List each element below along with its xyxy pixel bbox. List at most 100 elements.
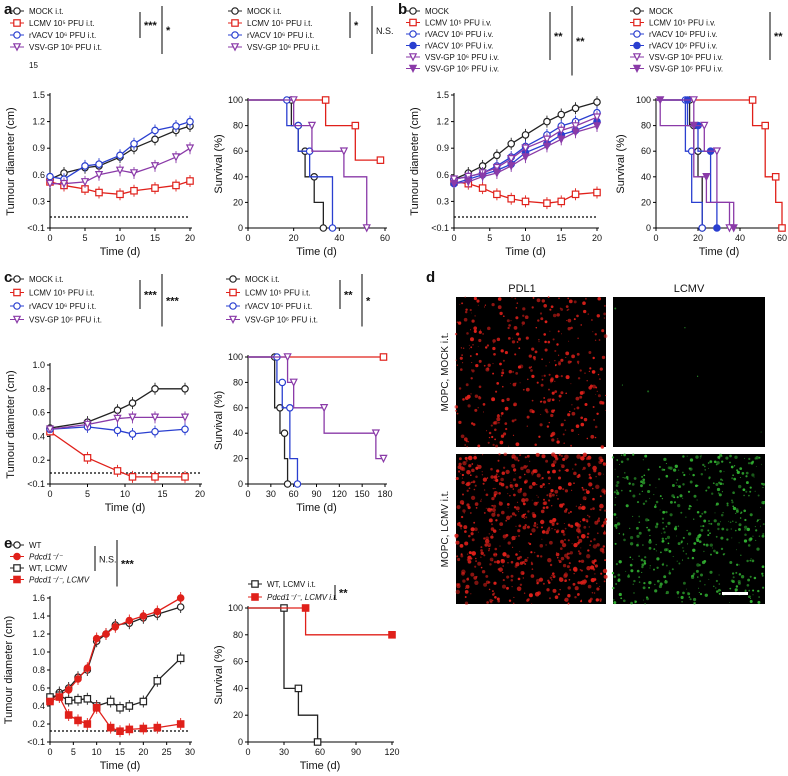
fluorescence-speck bbox=[496, 337, 501, 342]
fluorescence-speck bbox=[696, 375, 699, 377]
fluorescence-speck bbox=[648, 484, 651, 486]
fluorescence-speck bbox=[565, 508, 568, 511]
fluorescence-speck bbox=[564, 454, 569, 460]
fluorescence-speck bbox=[661, 498, 664, 500]
fluorescence-speck bbox=[549, 540, 553, 545]
fluorescence-speck bbox=[478, 338, 482, 343]
data-point bbox=[128, 413, 137, 422]
legend-swatch-marker bbox=[633, 7, 641, 15]
fluorescence-speck bbox=[710, 522, 713, 525]
fluorescence-speck bbox=[461, 480, 465, 485]
fluorescence-speck bbox=[613, 599, 615, 601]
chart-e_growth: 0 5 10 15 20 25 30<0.10.20.40.60.81.01.21.41.6… bbox=[3, 540, 195, 772]
fluorescence-speck bbox=[546, 527, 551, 532]
fluorescence-speck bbox=[582, 466, 586, 470]
series-wt-lcmv bbox=[46, 652, 185, 714]
fluorescence-speck bbox=[716, 590, 719, 593]
fluorescence-speck bbox=[483, 582, 488, 587]
fluorescence-speck bbox=[643, 474, 646, 477]
fluorescence-speck bbox=[476, 299, 480, 303]
fluorescence-speck bbox=[548, 482, 550, 485]
fluorescence-speck bbox=[496, 469, 500, 473]
fluorescence-speck bbox=[747, 462, 751, 465]
fluorescence-speck bbox=[556, 440, 560, 444]
legend-note: 15 bbox=[29, 61, 38, 70]
fluorescence-speck bbox=[665, 510, 668, 514]
fluorescence-speck bbox=[539, 312, 543, 315]
fluorescence-speck bbox=[472, 480, 476, 484]
fluorescence-speck bbox=[649, 564, 652, 567]
fluorescence-speck bbox=[558, 469, 561, 472]
y-tick-label: 1.0 bbox=[32, 360, 45, 370]
fluorescence-speck bbox=[525, 468, 531, 474]
fluorescence-speck bbox=[629, 535, 634, 540]
fluorescence-speck bbox=[471, 551, 476, 556]
fluorescence-speck bbox=[584, 492, 586, 494]
fluorescence-speck bbox=[648, 546, 652, 550]
fluorescence-speck bbox=[681, 540, 684, 543]
x-axis-label: Time (d) bbox=[100, 760, 141, 772]
fluorescence-speck bbox=[524, 558, 528, 563]
legend-swatch-marker bbox=[633, 30, 641, 38]
data-point bbox=[113, 406, 122, 415]
fluorescence-speck bbox=[455, 589, 461, 595]
fluorescence-speck bbox=[583, 525, 587, 529]
data-point bbox=[180, 413, 190, 422]
fluorescence-speck bbox=[601, 524, 605, 528]
fluorescence-speck bbox=[548, 526, 551, 529]
fluorescence-speck bbox=[638, 555, 640, 557]
fluorescence-speck bbox=[464, 530, 467, 533]
fluorescence-speck bbox=[641, 475, 644, 478]
y-tick-label: 0.6 bbox=[436, 170, 449, 180]
fluorescence-speck bbox=[663, 548, 668, 552]
fluorescence-speck bbox=[720, 536, 724, 540]
fluorescence-speck bbox=[735, 571, 738, 574]
fluorescence-speck bbox=[573, 300, 577, 304]
fluorescence-speck bbox=[491, 496, 495, 501]
sig-marker: ** bbox=[344, 290, 353, 302]
data-point bbox=[592, 113, 602, 122]
data-point bbox=[150, 162, 160, 171]
micrograph-mock-lcmv bbox=[613, 297, 765, 447]
fluorescence-speck bbox=[624, 477, 626, 479]
fluorescence-speck bbox=[597, 517, 601, 520]
fluorescence-speck bbox=[643, 581, 646, 585]
fluorescence-speck bbox=[475, 475, 478, 479]
fluorescence-speck bbox=[548, 388, 550, 391]
fluorescence-speck bbox=[529, 533, 533, 536]
legend-swatch-marker bbox=[228, 315, 238, 325]
fluorescence-speck bbox=[580, 547, 582, 549]
fluorescence-speck bbox=[499, 311, 503, 316]
fluorescence-speck bbox=[575, 505, 578, 507]
fluorescence-speck bbox=[514, 564, 518, 568]
fluorescence-speck bbox=[486, 367, 490, 370]
data-point bbox=[351, 121, 360, 130]
fluorescence-speck bbox=[515, 506, 520, 511]
fluorescence-speck bbox=[473, 488, 476, 491]
fluorescence-speck bbox=[611, 571, 615, 575]
y-tick-label: 100 bbox=[228, 603, 243, 613]
fluorescence-speck bbox=[596, 390, 598, 393]
data-point bbox=[106, 697, 115, 706]
fluorescence-speck bbox=[464, 596, 467, 598]
fluorescence-speck bbox=[672, 468, 677, 472]
fluorescence-speck bbox=[604, 518, 608, 521]
fluorescence-speck bbox=[531, 306, 534, 309]
fluorescence-speck bbox=[519, 382, 521, 384]
fluorescence-speck bbox=[474, 502, 479, 506]
fluorescence-speck bbox=[676, 478, 679, 481]
fluorescence-speck bbox=[642, 459, 644, 461]
data-point bbox=[83, 420, 92, 430]
fluorescence-speck bbox=[551, 431, 556, 436]
fluorescence-speck bbox=[579, 369, 582, 372]
data-point bbox=[151, 384, 159, 393]
data-point bbox=[45, 425, 55, 434]
data-point bbox=[362, 224, 371, 233]
y-tick-label: 0.4 bbox=[32, 701, 45, 711]
fluorescence-speck bbox=[470, 346, 473, 349]
fluorescence-speck bbox=[594, 520, 599, 525]
fluorescence-speck bbox=[675, 535, 678, 537]
fluorescence-speck bbox=[733, 465, 736, 467]
fluorescence-speck bbox=[543, 506, 545, 508]
fluorescence-speck bbox=[564, 527, 567, 530]
